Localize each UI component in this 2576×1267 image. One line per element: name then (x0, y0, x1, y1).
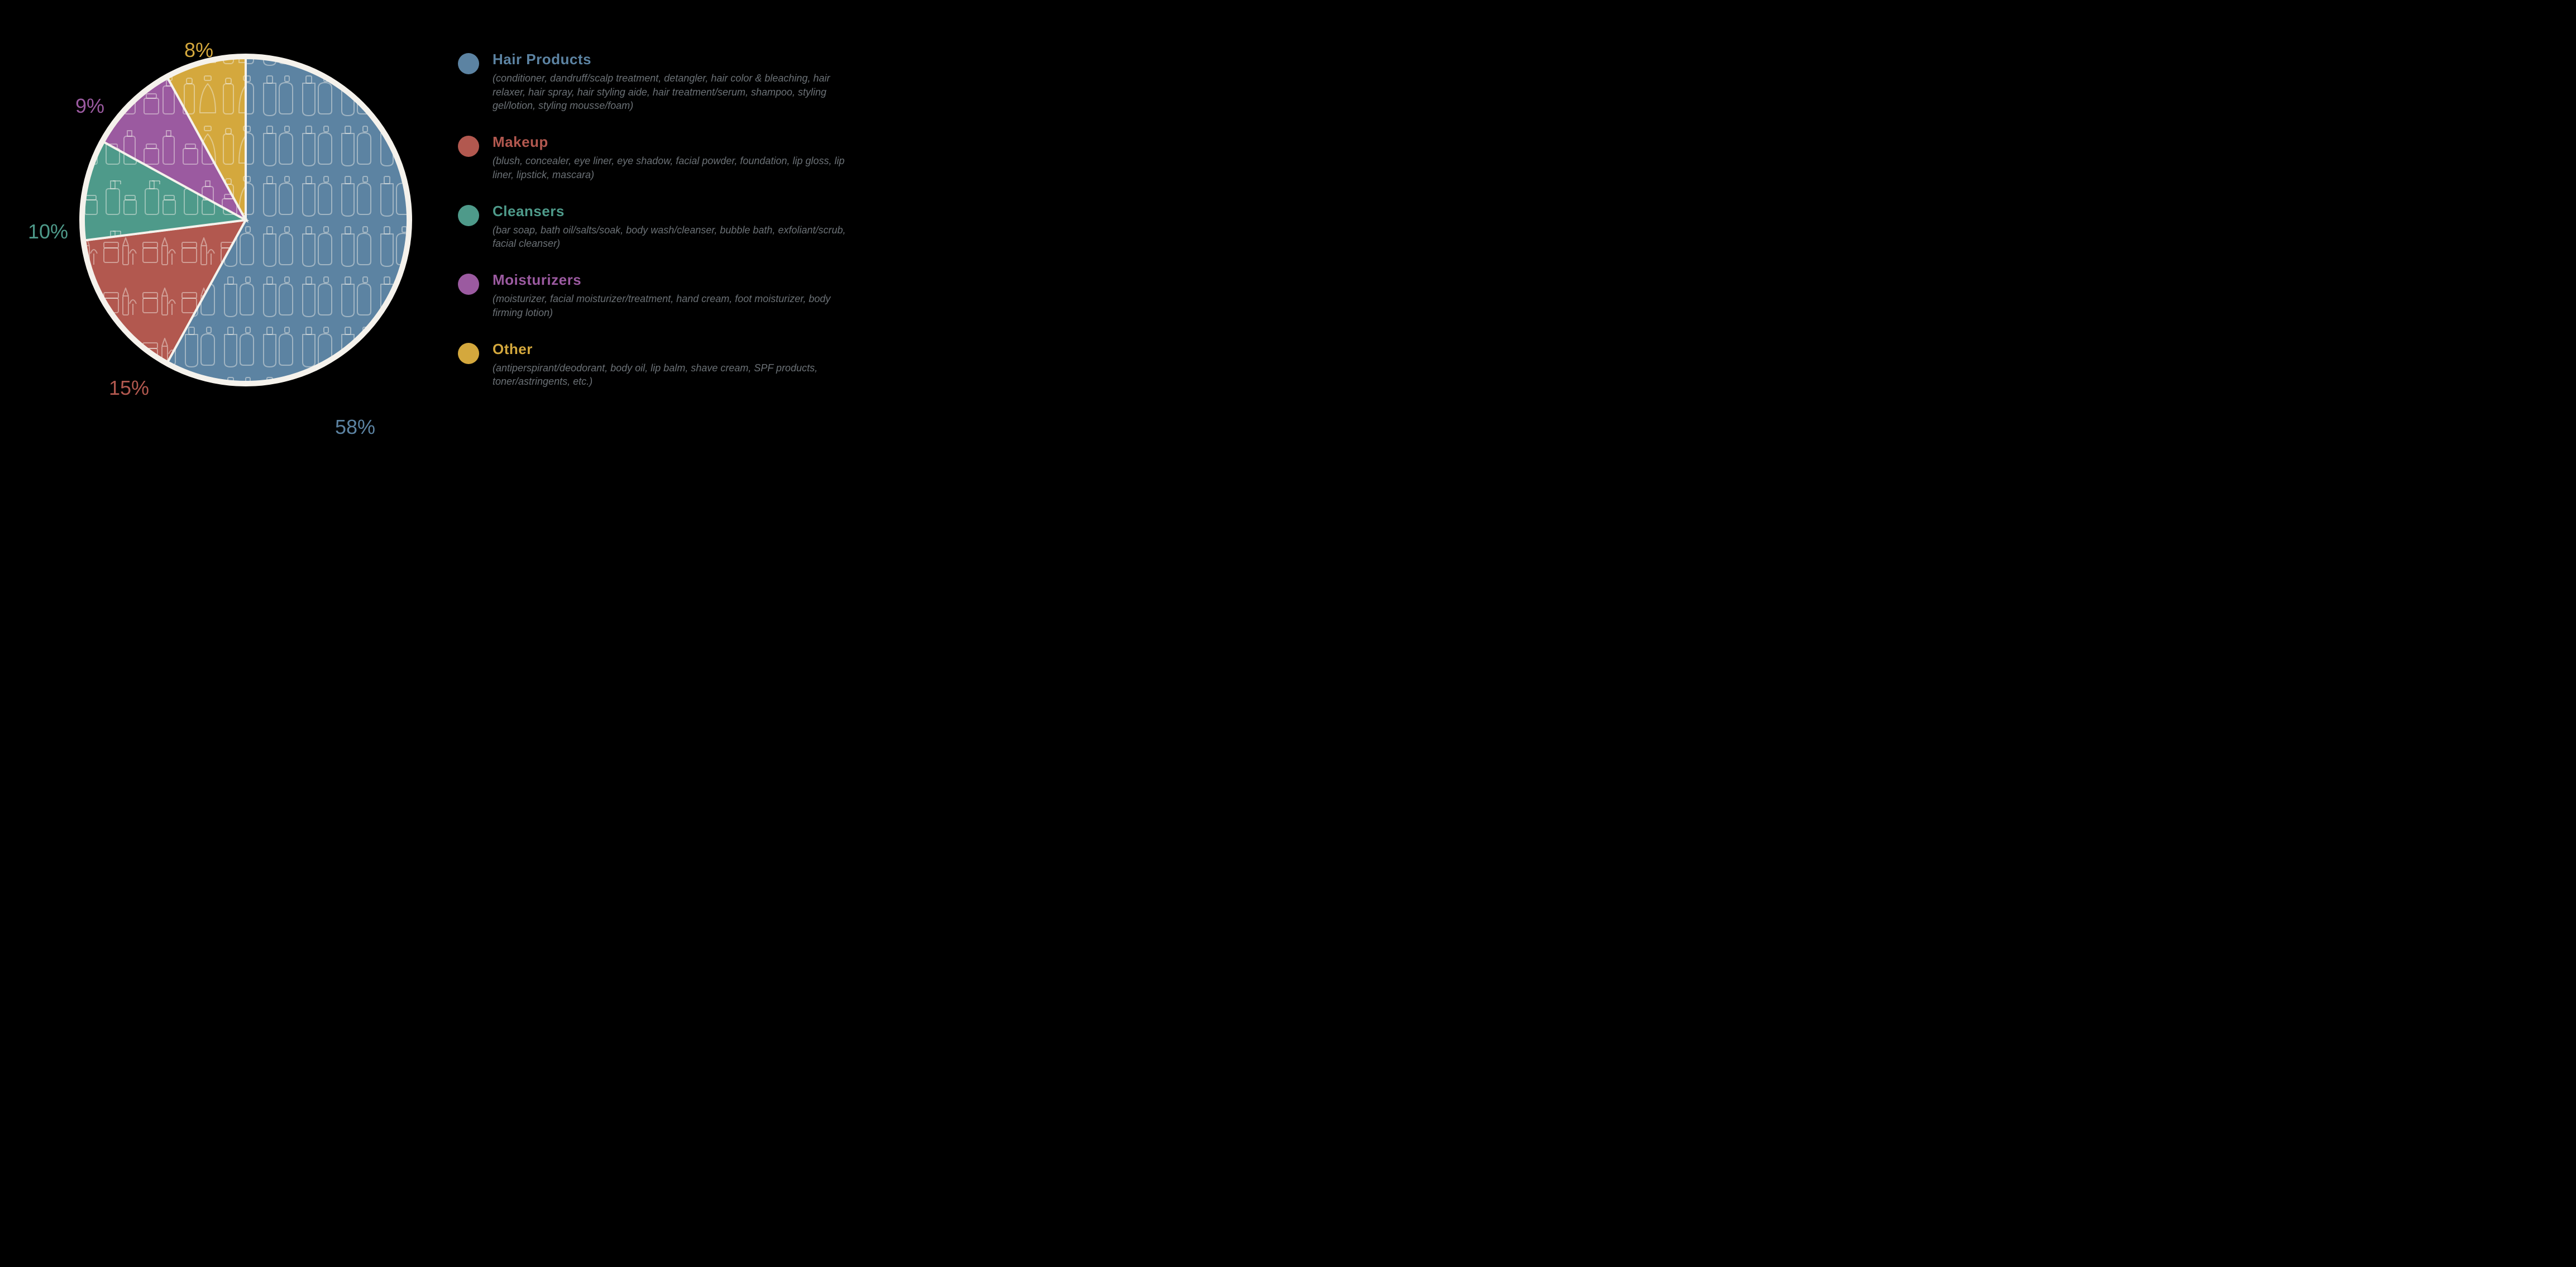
slice-label-moisturizers: 9% (75, 94, 104, 118)
slice-label-other: 8% (184, 39, 213, 62)
pie-chart: 58%15%10%9%8% (22, 19, 424, 421)
legend-item-moisturizers: Moisturizers (moisturizer, facial moistur… (458, 271, 860, 319)
legend-description: (bar soap, bath oil/salts/soak, body was… (493, 223, 860, 251)
slice-label-cleansers: 10% (28, 220, 68, 243)
legend-description: (antiperspirant/deodorant, body oil, lip… (493, 361, 860, 389)
pie-svg (22, 19, 424, 421)
legend-description: (blush, concealer, eye liner, eye shadow… (493, 154, 860, 181)
legend-item-makeup: Makeup (blush, concealer, eye liner, eye … (458, 133, 860, 181)
legend-item-cleansers: Cleansers (bar soap, bath oil/salts/soak,… (458, 203, 860, 251)
legend-title: Hair Products (493, 51, 860, 68)
legend-swatch (458, 205, 479, 226)
legend-title: Moisturizers (493, 271, 860, 289)
legend-title: Other (493, 341, 860, 358)
legend-item-other: Other (antiperspirant/deodorant, body oil… (458, 341, 860, 389)
legend-text: Other (antiperspirant/deodorant, body oil… (493, 341, 860, 389)
legend-text: Makeup (blush, concealer, eye liner, eye … (493, 133, 860, 181)
legend-swatch (458, 53, 479, 74)
legend-swatch (458, 136, 479, 157)
legend-title: Makeup (493, 133, 860, 151)
legend-swatch (458, 343, 479, 364)
legend-text: Moisturizers (moisturizer, facial moistur… (493, 271, 860, 319)
legend-text: Hair Products (conditioner, dandruff/scal… (493, 51, 860, 112)
legend-description: (moisturizer, facial moisturizer/treatme… (493, 292, 860, 319)
legend: Hair Products (conditioner, dandruff/scal… (458, 51, 871, 388)
legend-description: (conditioner, dandruff/scalp treatment, … (493, 71, 860, 112)
slice-label-makeup: 15% (109, 376, 149, 400)
legend-text: Cleansers (bar soap, bath oil/salts/soak,… (493, 203, 860, 251)
legend-swatch (458, 274, 479, 295)
legend-title: Cleansers (493, 203, 860, 220)
legend-item-hair: Hair Products (conditioner, dandruff/scal… (458, 51, 860, 112)
slice-label-hair: 58% (335, 415, 375, 439)
